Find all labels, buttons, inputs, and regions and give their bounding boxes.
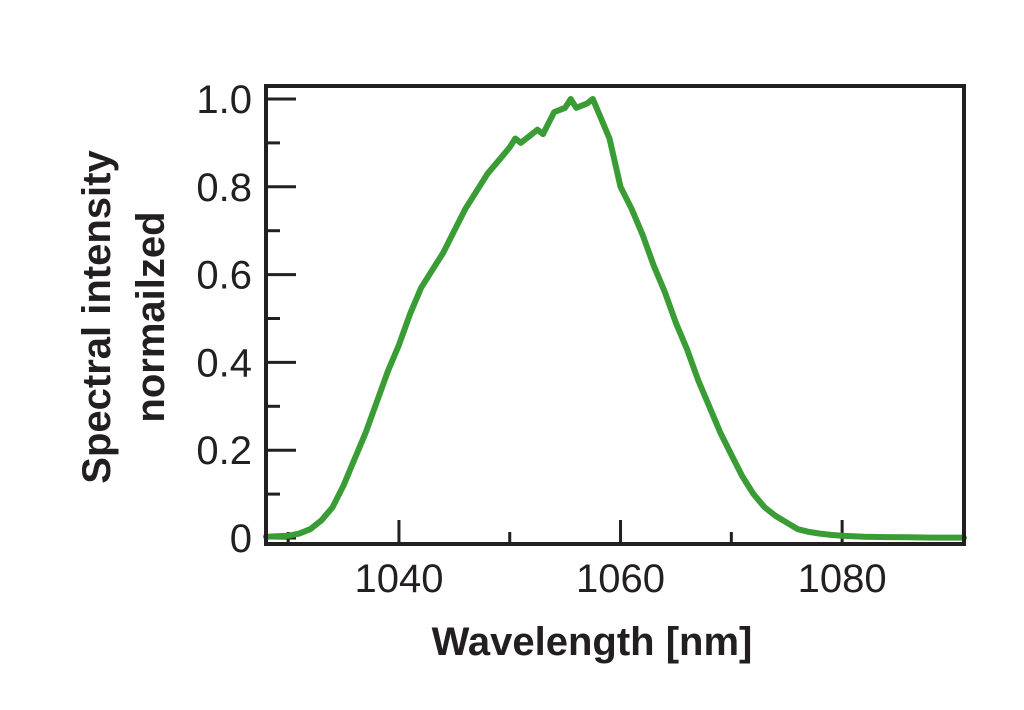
minor-ticks [266, 141, 733, 544]
x-tick-label: 1040 [354, 557, 443, 601]
y-tick-label: 0.2 [196, 429, 252, 473]
y-tick-label: 1.0 [196, 78, 252, 122]
x-tick-labels: 1040 1060 1080 [354, 557, 886, 601]
y-tick-label: 0 [230, 517, 252, 561]
y-tick-label: 0.4 [196, 341, 252, 385]
x-tick-label: 1060 [576, 557, 665, 601]
y-axis-title-line-2: normailzed [129, 211, 173, 422]
x-tick-label: 1080 [798, 557, 887, 601]
x-axis-title: Wavelength [nm] [432, 620, 753, 664]
major-ticks [266, 97, 844, 544]
y-axis-title-line-1: Spectral intensity [75, 150, 119, 484]
spectrum-line [263, 96, 967, 541]
y-tick-labels: 0 0.2 0.4 0.6 0.8 1.0 [196, 78, 252, 561]
y-tick-label: 0.8 [196, 166, 252, 210]
plot-frame [264, 84, 966, 546]
y-tick-label: 0.6 [196, 254, 252, 298]
